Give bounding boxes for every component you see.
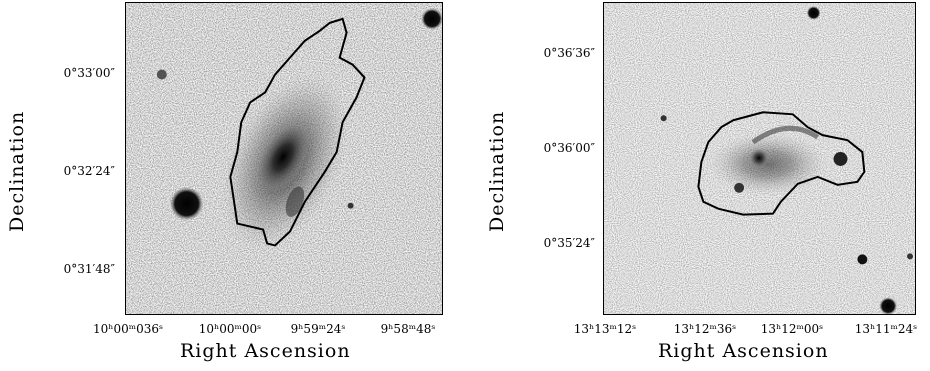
left-bright-star xyxy=(169,186,204,221)
left-galaxy xyxy=(221,73,349,251)
right-dec-tick-1: 0°36′36″ xyxy=(543,46,595,60)
right-ylabel: Declination xyxy=(486,110,508,232)
left-xlabel: Right Ascension xyxy=(180,340,351,362)
left-dec-tick-1: 0°33′00″ xyxy=(63,66,115,80)
left-ra-tick-1: 10ʰ00ᵐ036ˢ xyxy=(92,322,164,336)
left-dec-tick-2: 0°32′24″ xyxy=(63,164,115,178)
right-ra-tick-4: 13ʰ11ᵐ24ˢ xyxy=(854,322,918,336)
right-xlabel: Right Ascension xyxy=(658,340,829,362)
right-dec-tick-2: 0°36′00″ xyxy=(543,141,595,155)
right-galaxy xyxy=(708,125,848,196)
left-galaxy-image xyxy=(126,3,442,314)
right-contour xyxy=(697,111,866,216)
right-ra-tick-1: 13ʰ13ᵐ12ˢ xyxy=(573,322,637,336)
right-ra-tick-2: 13ʰ12ᵐ36ˢ xyxy=(673,322,737,336)
left-contour xyxy=(229,17,366,247)
right-ra-tick-3: 13ʰ12ᵐ00ˢ xyxy=(760,322,824,336)
right-image-frame xyxy=(603,2,916,315)
right-galaxy-image xyxy=(604,3,915,314)
left-ra-tick-4: 9ʰ58ᵐ48ˢ xyxy=(380,322,436,336)
right-dec-tick-3: 0°35′24″ xyxy=(543,236,595,250)
left-ra-tick-2: 10ʰ00ᵐ00ˢ xyxy=(198,322,262,336)
left-ra-tick-3: 9ʰ59ᵐ24ˢ xyxy=(290,322,346,336)
left-dec-tick-3: 0°31′48″ xyxy=(63,262,115,276)
left-image-frame xyxy=(125,2,443,315)
left-ylabel: Declination xyxy=(6,110,28,232)
